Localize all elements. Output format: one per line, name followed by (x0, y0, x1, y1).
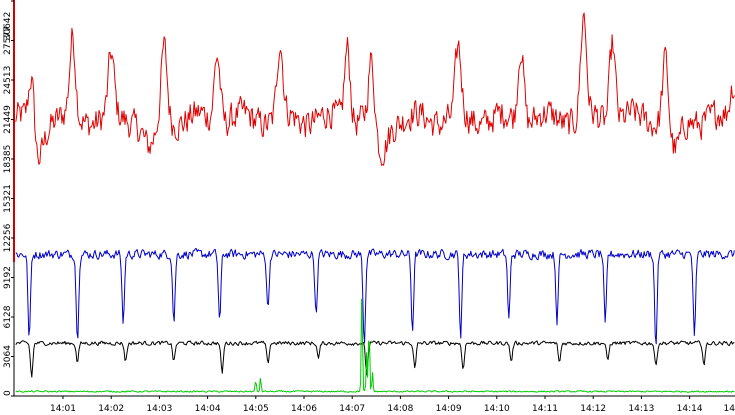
x-tick-label: 14:03 (146, 404, 172, 414)
y-tick-label: 12256 (3, 223, 13, 252)
x-tick-label: 14:12 (580, 404, 606, 414)
y-tick-label: 24513 (3, 66, 13, 95)
y-tick-label: 6128 (3, 305, 13, 328)
x-tick-label: 14:09 (436, 404, 462, 414)
y-tick-label: 0 (3, 390, 13, 396)
x-tick-label: 14:14 (677, 404, 703, 414)
y-tick-label: 3064 (3, 345, 13, 368)
x-tick-label: 14:04 (195, 404, 221, 414)
y-tick-label: 30642 (3, 12, 13, 41)
y-tick-label: 21449 (3, 105, 13, 134)
x-tick-label: 14:01 (50, 404, 76, 414)
series-layer (15, 12, 735, 393)
x-tick-label: 14:07 (339, 404, 365, 414)
x-tick-label: 14 (724, 404, 735, 414)
x-tick-label: 14:08 (387, 404, 413, 414)
y-tick-label: 9192 (3, 266, 13, 289)
series-line-blue (15, 248, 735, 345)
y-tick-label: 18385 (3, 145, 13, 174)
y-tick-label: 15321 (3, 184, 13, 213)
x-tick-label: 14:11 (532, 404, 558, 414)
y-tick-label: 27577 (3, 26, 13, 55)
series-line-black (15, 340, 735, 378)
x-tick-label: 14:10 (484, 404, 510, 414)
x-tick-label: 14:06 (291, 404, 317, 414)
x-tick-label: 14:05 (243, 404, 269, 414)
series-line-red (15, 12, 735, 166)
x-tick-label: 14:13 (628, 404, 654, 414)
axis-layer: 0 3064 6128 9192 12256 15321 18385 21449 24513 27… (3, 0, 735, 414)
x-tick-label: 14:02 (98, 404, 124, 414)
series-line-green (15, 298, 735, 393)
